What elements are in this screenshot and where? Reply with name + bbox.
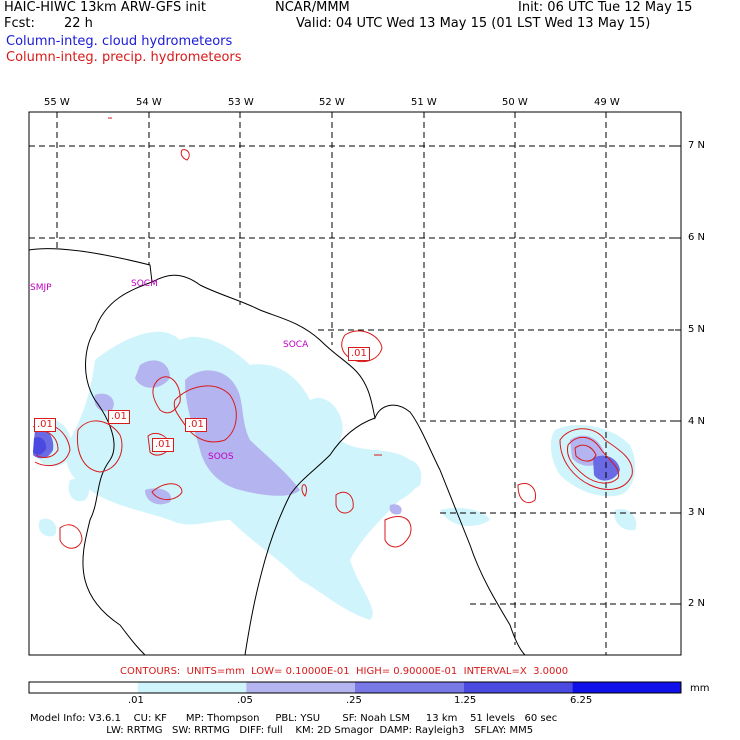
forecast-hour: 22 h [64, 16, 93, 31]
colorbar-tick: .25 [346, 695, 362, 706]
lat-tick: 4 N [688, 416, 706, 427]
colorbar-segment [355, 682, 464, 693]
lon-tick: 51 W [411, 97, 437, 108]
colorbar-tick: .01 [128, 695, 144, 706]
contour-label: .01 [108, 410, 130, 424]
lon-tick: 55 W [44, 97, 70, 108]
lon-tick: 53 W [228, 97, 254, 108]
lon-tick: 50 W [502, 97, 528, 108]
lat-tick: 2 N [688, 598, 706, 609]
init-time: Init: 06 UTC Tue 12 May 15 [518, 0, 693, 15]
forecast-label: Fcst: [4, 16, 35, 31]
lat-tick: 6 N [688, 232, 706, 243]
colorbar-border [28, 681, 682, 694]
precip-field-title: Column-integ. precip. hydrometeors [6, 50, 242, 65]
org-label: NCAR/MMM [275, 0, 350, 15]
lat-tick: 7 N [688, 140, 706, 151]
lat-lon-grid [29, 112, 681, 655]
frame-ticks [56, 112, 681, 605]
contour-label: .01 [34, 418, 56, 432]
colorbar-tick: 6.25 [570, 695, 593, 706]
model-info-line2: LW: RRTMG SW: RRTMG DIFF: full KM: 2D Sm… [30, 725, 534, 736]
cloud-shading-light [35, 331, 637, 620]
colorbar-tick: 1.25 [454, 695, 477, 706]
station-label: SOCA [283, 340, 309, 350]
lat-tick: 3 N [688, 507, 706, 518]
map-frame [28, 111, 682, 656]
cloud-shading-core [33, 437, 47, 455]
lon-tick: 52 W [319, 97, 345, 108]
contour-label: .01 [152, 438, 174, 452]
station-label: SOCM [131, 279, 158, 289]
colorbar-segment [463, 682, 573, 693]
colorbar-units: mm [690, 683, 710, 694]
colorbar [28, 681, 682, 694]
lon-tick: 49 W [594, 97, 620, 108]
lon-tick: 54 W [136, 97, 162, 108]
lat-tick: 5 N [688, 324, 706, 335]
colorbar-segment [246, 682, 355, 693]
cloud-field-title: Column-integ. cloud hydrometeors [6, 34, 233, 49]
valid-time: Valid: 04 UTC Wed 13 May 15 (01 LST Wed … [296, 16, 651, 31]
station-label: SMJP [30, 283, 52, 293]
coastline [29, 248, 526, 655]
contour-info: CONTOURS: UNITS=mm LOW= 0.10000E-01 HIGH… [120, 666, 569, 677]
model-info-line1: Model Info: V3.6.1 CU: KF MP: Thompson P… [30, 713, 558, 724]
station-label: SOOS [208, 452, 234, 462]
colorbar-segment [29, 682, 138, 693]
contour-label: .01 [185, 418, 207, 432]
contour-label: .01 [348, 347, 370, 361]
colorbar-segment [572, 682, 681, 693]
model-title: HAIC-HIWC 13km ARW-GFS init [4, 0, 206, 15]
colorbar-tick: .05 [237, 695, 253, 706]
colorbar-segment [137, 682, 247, 693]
